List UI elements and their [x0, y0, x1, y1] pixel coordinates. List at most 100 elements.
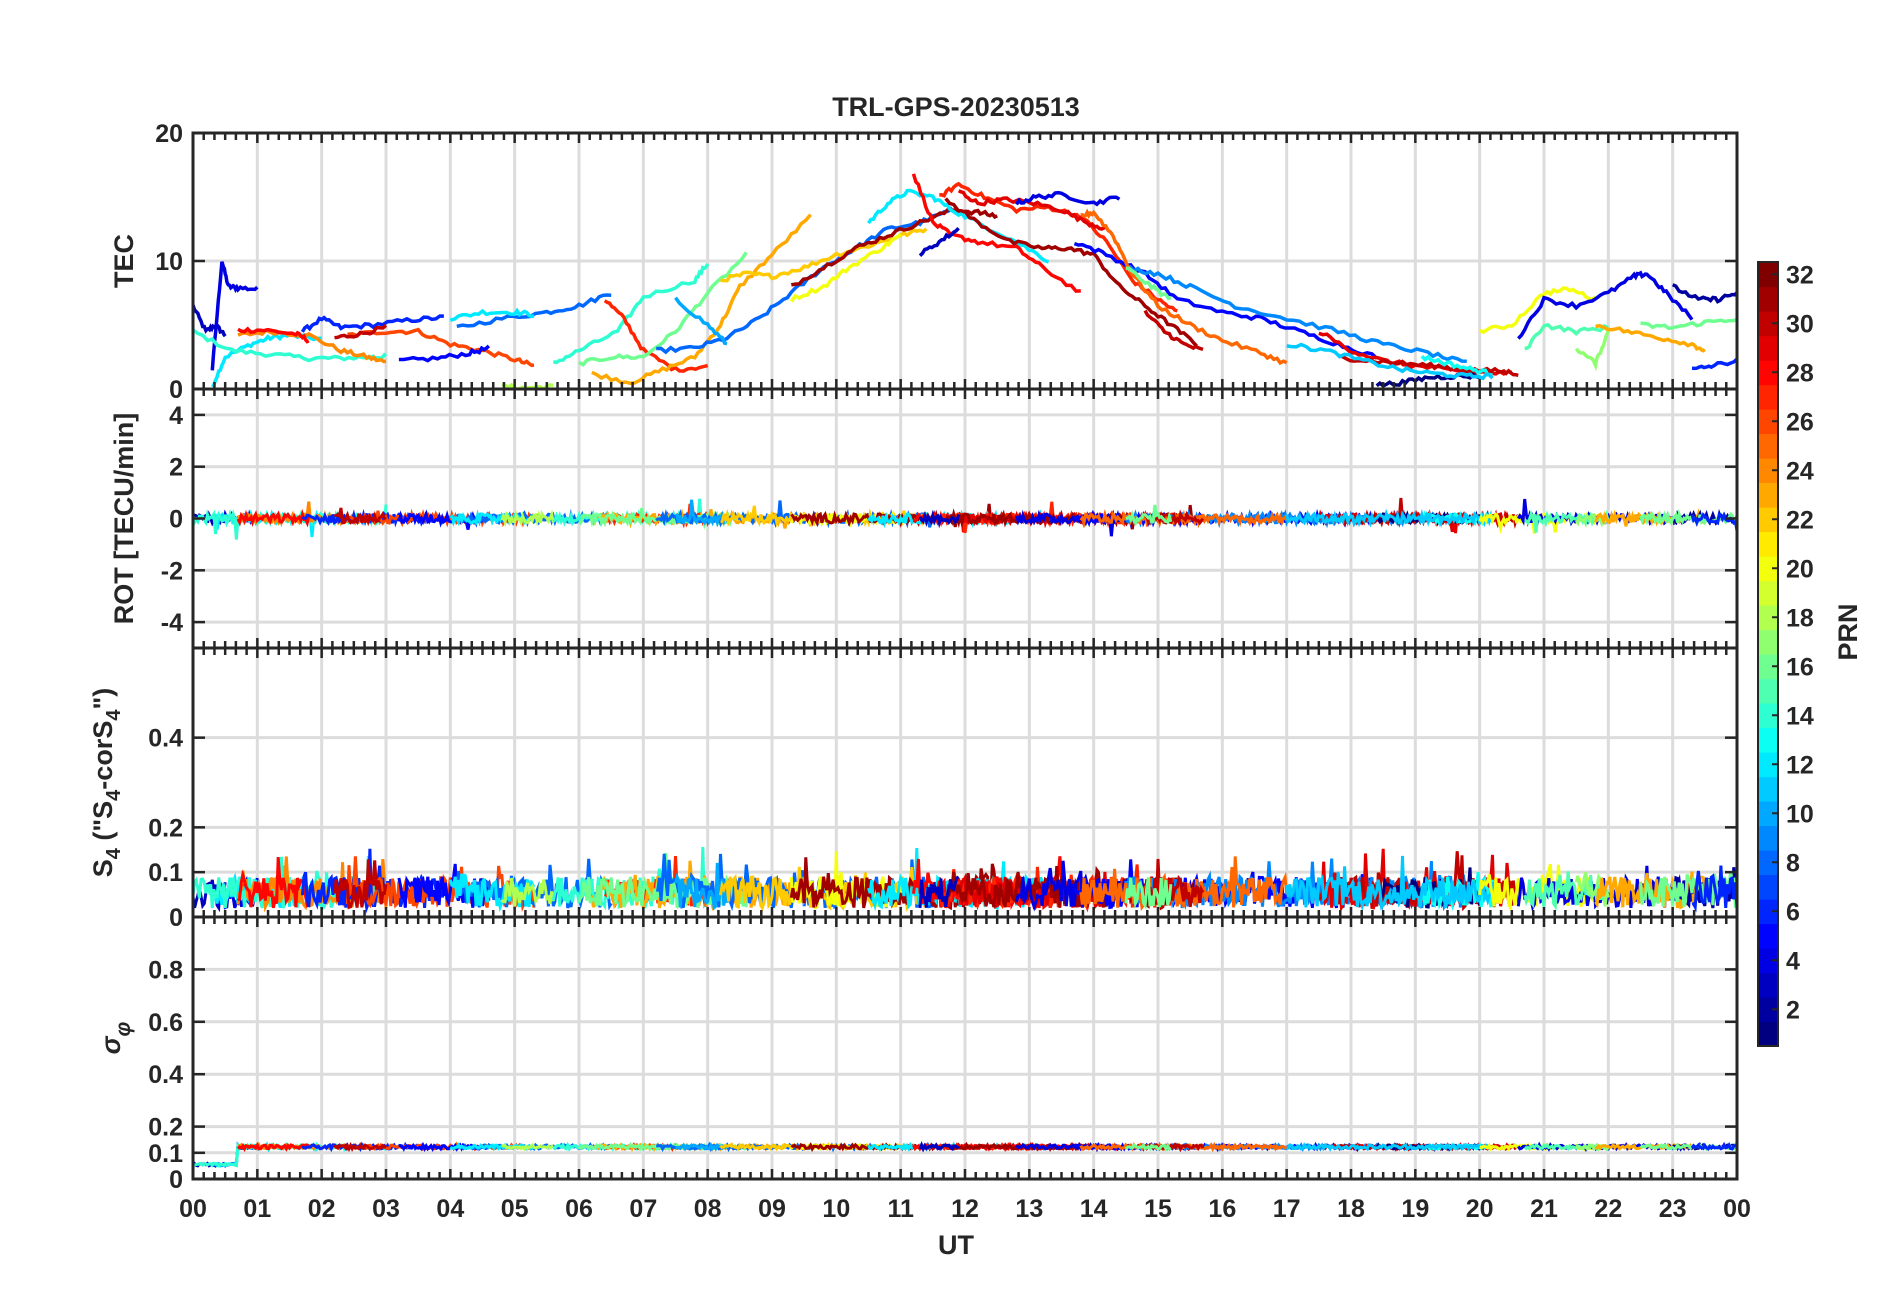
- colorbar-tick-label: 30: [1786, 310, 1814, 338]
- y-tick-label: 0: [169, 376, 183, 404]
- tec-series-line: [210, 261, 259, 371]
- tec-series-line: [1595, 323, 1706, 353]
- sigma-phi-series-line: [333, 1141, 387, 1153]
- sigma-phi-series-line: [501, 1142, 554, 1152]
- s4-series-line: [1143, 858, 1205, 911]
- x-tick-label: 16: [1208, 1195, 1236, 1223]
- x-axis-title: UT: [938, 1230, 974, 1260]
- x-tick-label: 19: [1401, 1195, 1429, 1223]
- plot-area: [193, 497, 1737, 540]
- rot-series-line: [397, 509, 491, 530]
- y-tick-label: 10: [155, 248, 183, 276]
- rot-series-line: [1079, 508, 1289, 529]
- rot-series-line: [918, 509, 961, 529]
- tec-series-line: [1479, 286, 1597, 335]
- y-tick-label: 2: [169, 454, 183, 482]
- rot-series-line: [333, 507, 387, 527]
- x-tick-label: 01: [243, 1195, 271, 1223]
- x-tick-label: 09: [758, 1195, 786, 1223]
- s4-series-line: [1124, 877, 1173, 910]
- colorbar-tick-label: 10: [1786, 800, 1814, 828]
- x-tick-label: 00: [179, 1195, 207, 1223]
- tec-series-line: [1143, 309, 1204, 352]
- x-tick-label: 22: [1594, 1195, 1622, 1223]
- colorbar-segment: [1758, 899, 1778, 925]
- tec-series-line: [944, 197, 1198, 348]
- y-tick-label: 4: [169, 402, 183, 430]
- plot-area: [193, 846, 1737, 914]
- x-tick-label: 00: [1723, 1195, 1751, 1223]
- colorbar-segment: [1758, 433, 1778, 459]
- y-tick-label: 0.6: [148, 1009, 183, 1037]
- x-tick-label: 02: [308, 1195, 336, 1223]
- y-tick-label: 0: [169, 904, 183, 932]
- y-tick-label: -2: [161, 557, 183, 585]
- y-tick-label: 0.2: [148, 814, 183, 842]
- x-tick-label: 18: [1337, 1195, 1365, 1223]
- colorbar-segment: [1758, 850, 1778, 876]
- tec-series-line: [398, 344, 491, 363]
- x-tick-label: 20: [1466, 1195, 1494, 1223]
- x-tick-label: 03: [372, 1195, 400, 1223]
- sigma-phi-series-line: [1286, 1142, 1494, 1152]
- x-tick-label: 14: [1080, 1195, 1108, 1223]
- y-tick-label: 0.1: [148, 1140, 183, 1168]
- tec-series-line: [1671, 283, 1737, 304]
- x-tick-label: 23: [1659, 1195, 1687, 1223]
- colorbar-segment: [1758, 801, 1778, 827]
- tec-series-line: [193, 304, 227, 338]
- colorbar-segment: [1758, 776, 1778, 802]
- y-axis-title: ROT [TECU/min]: [109, 413, 139, 624]
- tec-series-line: [1125, 266, 1172, 301]
- colorbar-tick-label: 22: [1786, 506, 1814, 534]
- colorbar-tick-label: 8: [1786, 849, 1800, 877]
- sigma-phi-series-line: [675, 1141, 728, 1152]
- tec-series-line: [1640, 317, 1737, 331]
- tec-series-line: [1524, 322, 1609, 351]
- colorbar-segment: [1758, 335, 1778, 361]
- colorbar-segment: [1758, 997, 1778, 1023]
- y-tick-label: 0: [169, 506, 183, 534]
- y-tick-label: 0: [169, 1166, 183, 1194]
- x-tick-label: 08: [694, 1195, 722, 1223]
- tec-series-line: [347, 327, 535, 368]
- x-tick-label: 07: [629, 1195, 657, 1223]
- tec-series-line: [911, 173, 1081, 293]
- colorbar-segment: [1758, 262, 1778, 288]
- x-tick-label: 12: [951, 1195, 979, 1223]
- sigma-phi-series-line: [236, 1141, 310, 1152]
- colorbar-segment: [1758, 825, 1778, 851]
- sigma-phi-series-line: [1079, 1141, 1288, 1153]
- colorbar-tick-label: 2: [1786, 996, 1800, 1024]
- tec-series-line: [449, 307, 535, 322]
- panel-1: 0 10 20 TEC: [109, 120, 1739, 404]
- s4-series-line: [236, 856, 310, 909]
- panel-4: 00.10.2 0.4 0.6 0.8 σφ 00 01 02 03 04 05 06 07 08 09 10…: [96, 915, 1751, 1223]
- y-tick-label: 0.1: [148, 859, 183, 887]
- colorbar-segment: [1758, 1021, 1778, 1047]
- rot-series-line: [236, 508, 311, 528]
- colorbar-tick-label: 24: [1786, 457, 1814, 485]
- tec-series-line: [674, 296, 728, 346]
- y-axis-title: S4 ("S4-corS4"): [88, 688, 125, 878]
- colorbar-segment: [1758, 923, 1778, 949]
- tec-series-line: [552, 263, 710, 365]
- colorbar-tick-label: 28: [1786, 359, 1814, 387]
- y-tick-label: 0.8: [148, 956, 183, 984]
- colorbar-segment: [1758, 727, 1778, 753]
- rot-series-line: [1285, 508, 1494, 529]
- tec-series-line: [1125, 263, 1467, 364]
- s4-series-line: [1691, 865, 1737, 913]
- colorbar-segment: [1758, 972, 1778, 998]
- s4-series-line: [1285, 855, 1494, 912]
- tec-series-line: [1691, 357, 1737, 371]
- tec-series-line: [1517, 270, 1694, 340]
- tec-series-line: [789, 232, 902, 303]
- tec-series-line: [1574, 330, 1610, 372]
- panel-2: -4 -2 0 2 4 ROT [TECU/min]: [109, 387, 1739, 650]
- colorbar-tick-label: 20: [1786, 555, 1814, 583]
- x-tick-label: 05: [501, 1195, 529, 1223]
- sigma-phi-series-line: [918, 1141, 960, 1153]
